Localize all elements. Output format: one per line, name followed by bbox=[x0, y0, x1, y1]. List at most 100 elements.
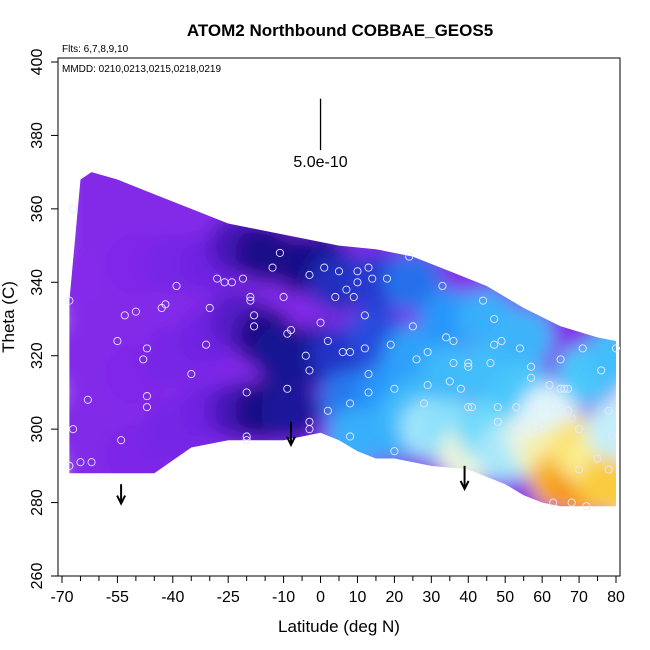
field-sample bbox=[69, 197, 129, 258]
y-tick-label: 280 bbox=[29, 489, 46, 516]
flight-point bbox=[76, 458, 85, 467]
field-sample bbox=[382, 252, 443, 313]
flight-point bbox=[250, 322, 259, 331]
y-axis-label: Theta (C) bbox=[0, 281, 18, 353]
flight-point bbox=[142, 403, 151, 412]
flight-point bbox=[597, 366, 606, 375]
flight-point bbox=[608, 432, 617, 441]
flight-point bbox=[275, 248, 284, 257]
flight-point bbox=[467, 403, 477, 412]
flight-point bbox=[353, 267, 362, 276]
flight-point bbox=[131, 307, 140, 316]
flight-point bbox=[342, 285, 351, 294]
scale-bar-label: 5.0e-10 bbox=[293, 154, 347, 171]
y-axis: 260 280 300 320 340 360 380 400 bbox=[29, 49, 59, 590]
flight-point bbox=[530, 403, 539, 412]
field-sample bbox=[260, 380, 321, 441]
flight-point bbox=[604, 465, 613, 474]
flight-point bbox=[286, 325, 296, 335]
flight-point bbox=[545, 381, 554, 390]
flight-point bbox=[408, 322, 417, 331]
flight-point bbox=[549, 403, 558, 412]
flight-point bbox=[187, 370, 196, 379]
flight-point bbox=[268, 263, 277, 272]
flight-point bbox=[575, 465, 584, 474]
x-tick-label: -55 bbox=[106, 589, 129, 606]
flight-point bbox=[478, 296, 488, 305]
flight-point bbox=[412, 355, 421, 364]
flight-point bbox=[493, 417, 502, 426]
flight-point bbox=[493, 403, 502, 412]
flight-point bbox=[305, 425, 314, 434]
field-sample bbox=[493, 307, 554, 368]
x-tick-label: -70 bbox=[50, 589, 73, 606]
flight-point bbox=[353, 278, 362, 287]
flight-point bbox=[323, 336, 332, 346]
field-sample bbox=[69, 289, 129, 349]
flight-point bbox=[349, 292, 358, 302]
flight-point bbox=[556, 355, 565, 364]
arrow-head bbox=[286, 436, 296, 448]
flight-point bbox=[593, 454, 602, 463]
flight-point bbox=[456, 384, 465, 393]
flight-point bbox=[242, 432, 251, 441]
flight-point bbox=[423, 381, 432, 390]
flight-point bbox=[250, 311, 259, 320]
x-tick-label: 10 bbox=[349, 589, 367, 606]
x-tick-label: -10 bbox=[272, 589, 295, 606]
flight-point bbox=[334, 267, 344, 276]
flight-point bbox=[386, 340, 395, 349]
chart-title: ATOM2 Northbound COBBAE_GEOS5 bbox=[187, 21, 493, 40]
y-tick-label: 260 bbox=[29, 563, 46, 590]
flight-point bbox=[464, 403, 473, 412]
flight-point bbox=[390, 447, 399, 456]
y-tick-label: 320 bbox=[29, 342, 46, 369]
flight-point bbox=[323, 406, 332, 415]
flight-point bbox=[139, 355, 148, 364]
flight-point bbox=[368, 274, 377, 283]
flight-point bbox=[582, 502, 591, 511]
flight-point bbox=[497, 336, 506, 346]
x-tick-label: 0 bbox=[316, 589, 325, 606]
flight-point bbox=[227, 278, 236, 287]
flight-point bbox=[360, 311, 369, 320]
flight-point bbox=[538, 421, 547, 430]
x-axis-label: Latitude (deg N) bbox=[278, 617, 400, 636]
flight-point bbox=[113, 336, 122, 346]
flight-point bbox=[305, 366, 314, 375]
flight-point bbox=[305, 270, 314, 279]
flight-point bbox=[560, 384, 569, 393]
flight-point bbox=[65, 461, 74, 470]
descent-arrows bbox=[116, 421, 470, 506]
y-tick-label: 340 bbox=[29, 269, 46, 296]
x-tick-label: -25 bbox=[217, 589, 240, 606]
flight-point bbox=[364, 370, 373, 379]
flight-point bbox=[213, 274, 222, 283]
flight-point bbox=[246, 292, 255, 302]
concentration-field bbox=[69, 172, 616, 507]
flight-point bbox=[279, 292, 288, 302]
mmdd-note: MMDD: 0210,0213,0215,0218,0219 bbox=[62, 64, 221, 75]
flight-point bbox=[567, 414, 576, 423]
flight-point bbox=[486, 359, 495, 368]
flight-point bbox=[575, 425, 584, 434]
x-tick-label: 30 bbox=[422, 589, 440, 606]
field-sample bbox=[586, 325, 616, 386]
flight-point bbox=[161, 300, 170, 309]
flight-point bbox=[563, 384, 573, 393]
flight-point bbox=[405, 252, 414, 261]
x-tick-label: 20 bbox=[386, 589, 404, 606]
y-tick-label: 300 bbox=[29, 416, 46, 443]
flight-point bbox=[567, 498, 576, 507]
flight-point bbox=[242, 388, 251, 397]
flight-point bbox=[360, 344, 369, 353]
flight-point bbox=[172, 281, 181, 291]
x-tick-label: -40 bbox=[161, 589, 184, 606]
flight-point bbox=[382, 274, 392, 283]
flight-point bbox=[65, 296, 74, 305]
y-tick-label: 360 bbox=[29, 195, 46, 222]
flight-point bbox=[301, 351, 310, 360]
flight-point bbox=[490, 340, 499, 349]
flight-point bbox=[246, 296, 255, 305]
